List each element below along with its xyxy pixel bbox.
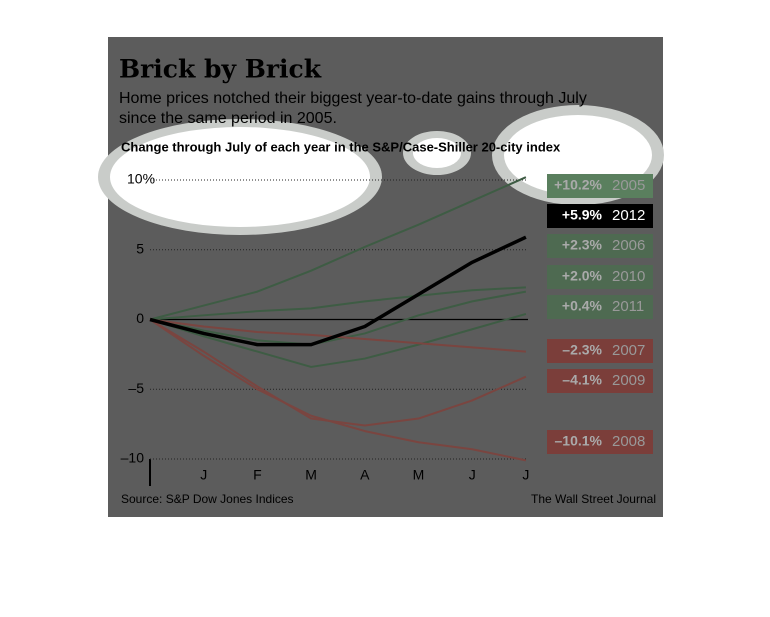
end-value-label: +10.2% (554, 177, 602, 193)
end-label-box (547, 265, 653, 289)
chart-label: Change through July of each year in the … (121, 139, 561, 154)
x-tick-label: J (522, 467, 529, 483)
x-tick-label: F (253, 467, 262, 483)
end-value-label: +0.4% (562, 298, 603, 314)
end-label: +10.2% 2005 (547, 174, 653, 198)
end-label: +2.3% 2006 (547, 234, 653, 258)
y-tick-label: 5 (136, 240, 144, 256)
x-tick-label: J (200, 467, 207, 483)
subtitle-box: Home prices notched their biggest year-t… (119, 90, 587, 127)
chart-title: Brick by Brick (119, 55, 322, 84)
x-tick-label: J (469, 467, 476, 483)
end-label: –2.3% 2007 (547, 339, 653, 363)
series-line (149, 176, 527, 321)
end-value-label: +2.3% (562, 237, 603, 253)
x-tick-label: M (305, 467, 317, 483)
legend-name: 2005 (612, 177, 645, 194)
end-label-box (547, 234, 653, 258)
end-label-box (547, 174, 653, 198)
end-label-box (547, 430, 653, 454)
series-line (149, 312, 527, 368)
end-label-box (547, 339, 653, 363)
credit: The Wall Street Journal (531, 492, 656, 506)
end-value-label: –10.1% (555, 433, 603, 449)
end-label: –10.1% 2008 (547, 430, 653, 454)
end-label: +5.9% 2012 (547, 204, 653, 228)
y-tick-label: –10 (121, 450, 145, 466)
legend-name: 2009 (612, 372, 645, 389)
end-label: +2.0% 2010 (547, 265, 653, 289)
legend-name: 2008 (612, 433, 645, 450)
end-label: +0.4% 2011 (547, 295, 653, 319)
y-tick-label: 10% (127, 171, 155, 187)
end-value-label: –4.1% (562, 372, 602, 388)
legend-name: 2012 (612, 207, 645, 224)
end-value-label: +5.9% (562, 207, 603, 223)
end-value-label: –2.3% (562, 342, 602, 358)
legend-name: 2011 (612, 298, 644, 315)
source: Source: S&P Dow Jones Indices (121, 492, 294, 506)
y-tick-label: 0 (136, 310, 144, 326)
series-line (149, 290, 527, 346)
series-line (149, 286, 526, 321)
end-label: –4.1% 2009 (547, 369, 653, 393)
x-tick-label: A (360, 467, 370, 483)
series-line (149, 235, 527, 347)
legend-name: 2006 (612, 237, 645, 254)
end-label-box (547, 369, 653, 393)
legend-name: 2010 (612, 268, 645, 285)
end-label-box (547, 295, 653, 319)
legend-name: 2007 (612, 342, 645, 359)
series-line (149, 318, 527, 462)
x-tick-label: M (413, 467, 425, 483)
series-line (149, 318, 527, 427)
end-label-box (547, 204, 653, 228)
end-value-label: +2.0% (562, 268, 603, 284)
y-tick-label: –5 (128, 380, 144, 396)
subtitle: Home prices notched their biggest year-t… (119, 90, 587, 127)
